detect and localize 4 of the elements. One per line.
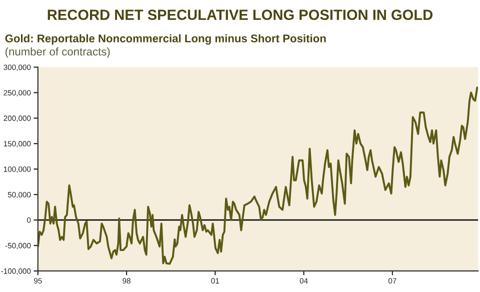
y-axis-title: (number of contracts)	[5, 47, 110, 58]
chart-title: RECORD NET SPECULATIVE LONG POSITION IN GOLD	[48, 10, 432, 20]
chart-subtitle: Gold: Reportable Noncommercial Long minus Short Position	[5, 34, 326, 45]
line-series	[38, 86, 478, 265]
